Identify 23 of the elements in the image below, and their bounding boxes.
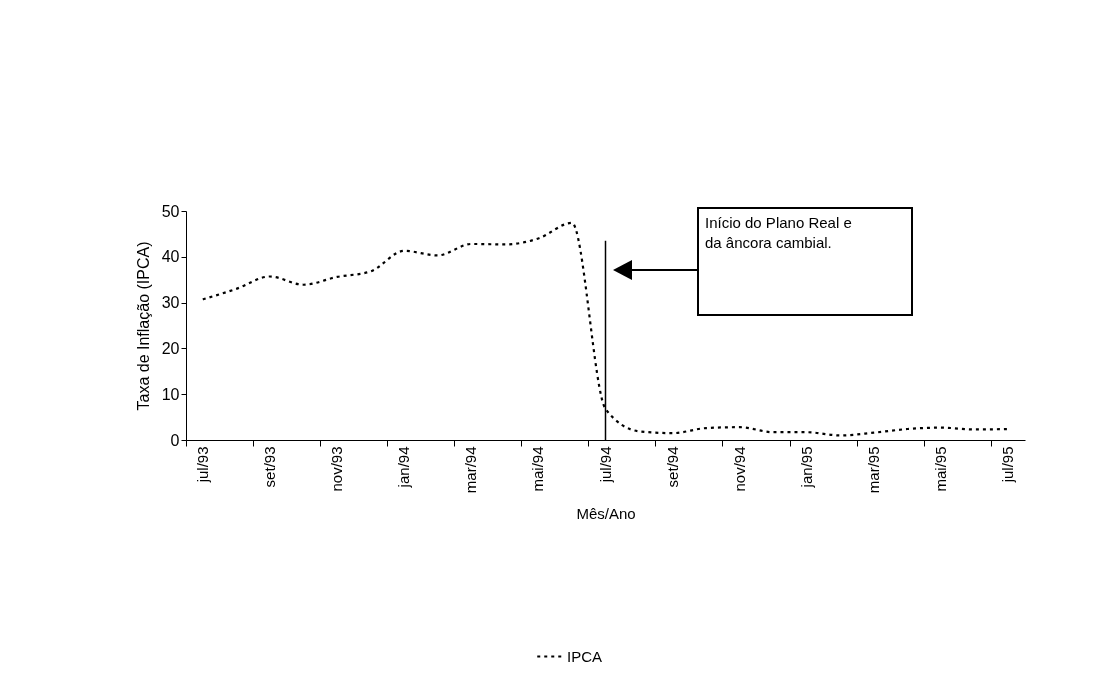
x-tick-label: mai/94 (529, 446, 547, 492)
y-axis-title: Taxa de Inflação (IPCA) (134, 241, 152, 411)
x-tick-label: mar/95 (864, 446, 882, 494)
y-tick-label: 50 (161, 202, 180, 220)
y-tick-label: 10 (161, 385, 180, 403)
x-tick-label: set/93 (260, 446, 278, 488)
x-tick-label: jul/95 (999, 446, 1017, 484)
legend-label: IPCA (567, 647, 603, 665)
callout-box: Início do Plano Real e da âncora cambial. (697, 207, 913, 316)
y-tick-label: 20 (161, 339, 180, 357)
x-tick-label: mai/95 (932, 446, 950, 492)
x-tick-label: nov/93 (328, 446, 346, 492)
x-tick-label: jan/94 (395, 446, 413, 489)
x-tick-label: jul/94 (596, 446, 614, 484)
y-tick-label: 40 (161, 248, 180, 266)
x-tick-label: set/94 (663, 446, 681, 488)
x-tick-label: nov/94 (730, 446, 748, 492)
x-tick-label: mar/94 (462, 446, 480, 494)
y-tick-label: 0 (170, 431, 180, 449)
y-tick-label: 30 (161, 294, 180, 312)
x-tick-label: jan/95 (797, 446, 815, 489)
x-axis-title: Mês/Ano (576, 505, 636, 523)
x-tick-label: jul/93 (193, 446, 211, 484)
